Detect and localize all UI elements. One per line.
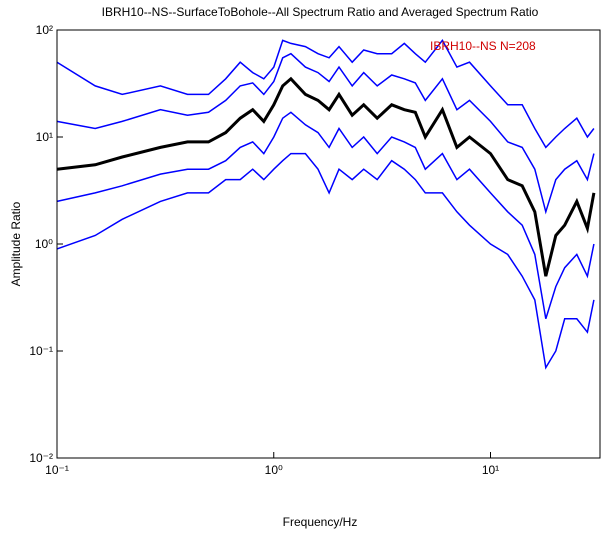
- plot-frame: [56, 29, 601, 459]
- y-tick-label: 10⁻¹: [29, 344, 53, 358]
- series-line: [56, 152, 595, 370]
- x-axis-label: Frequency/Hz: [283, 515, 358, 529]
- x-tick-label: 10¹: [482, 463, 499, 477]
- series-line: [56, 39, 595, 149]
- x-tick-label: 10⁻¹: [45, 463, 69, 477]
- chart-title: IBRH10--NS--SurfaceToBohole--All Spectru…: [102, 5, 539, 19]
- y-tick-label: 10²: [36, 23, 53, 37]
- x-tick-label: 10⁰: [265, 463, 283, 477]
- y-tick-label: 10⁰: [35, 237, 53, 251]
- y-tick-label: 10¹: [36, 130, 53, 144]
- series-line: [56, 52, 595, 215]
- series-line: [56, 76, 596, 277]
- annotation: IBRH10--NS N=208: [430, 39, 536, 53]
- y-axis-label: Amplitude Ratio: [9, 201, 23, 286]
- y-tick-label: 10⁻²: [29, 451, 53, 465]
- series-line: [56, 111, 595, 320]
